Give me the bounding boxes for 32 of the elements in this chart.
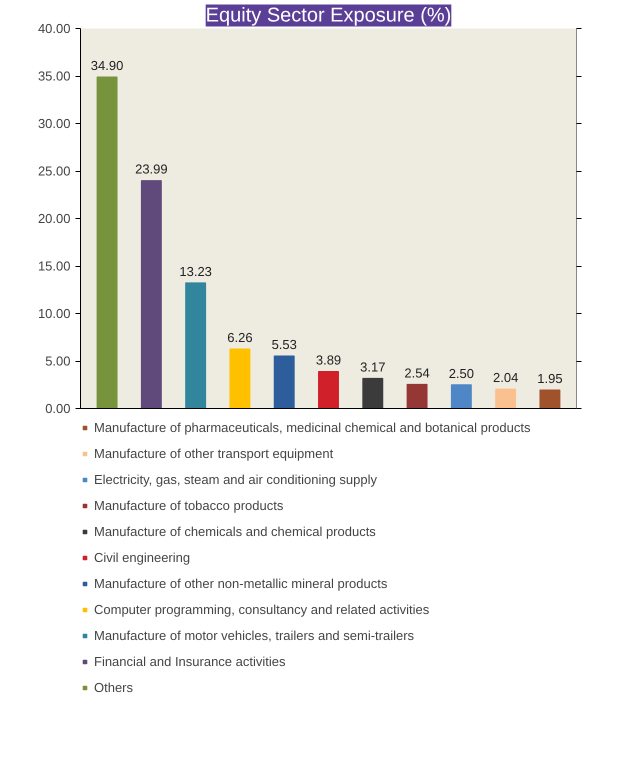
data-label: 13.23 [179,264,212,279]
data-label: 2.04 [492,370,518,386]
data-label: 6.26 [227,330,253,346]
data-label: 3.89 [316,352,342,368]
legend-label: Manufacture of other non-metallic mineral products [94,576,388,591]
data-label: 23.99 [135,162,168,177]
legend-label: Electricity, gas, steam and air conditioning supply [94,472,378,487]
legend-label: Manufacture of motor vehicles, trailers and semi-trailers [94,628,414,643]
y-tick-label: 25.00 [38,164,71,178]
y-tick-label: 5.00 [45,354,71,368]
data-label: 2.50 [448,366,474,381]
legend-label: Civil engineering [94,550,190,565]
chart-title: Equity Sector Exposure (%) [206,4,452,26]
legend-label: Financial and Insurance activities [94,654,286,669]
legend-label: Manufacture of pharmaceuticals, medicinal chemical and botanical products [94,420,530,435]
y-tick-label: 20.00 [38,211,71,226]
y-tick-label: 30.00 [38,116,71,131]
y-tick-label: 40.00 [38,21,71,36]
data-label: 2.54 [404,365,430,380]
data-label: 5.53 [272,336,297,352]
data-label: 34.90 [90,58,124,73]
data-label: 1.95 [537,370,563,386]
y-tick-label: 15.00 [38,258,71,274]
y-tick-label: 35.00 [38,68,71,84]
legend-label: Manufacture of other transport equipment [94,446,334,461]
y-tick-label: 10.00 [38,306,71,321]
legend-label: Manufacture of tobacco products [94,498,284,513]
y-tick-label: 0.00 [45,401,71,416]
legend-label: Others [94,680,134,695]
data-label: 3.17 [360,359,386,374]
legend-label: Manufacture of chemicals and chemical products [94,524,376,539]
legend-label: Computer programming, consultancy and related activities [94,602,430,617]
